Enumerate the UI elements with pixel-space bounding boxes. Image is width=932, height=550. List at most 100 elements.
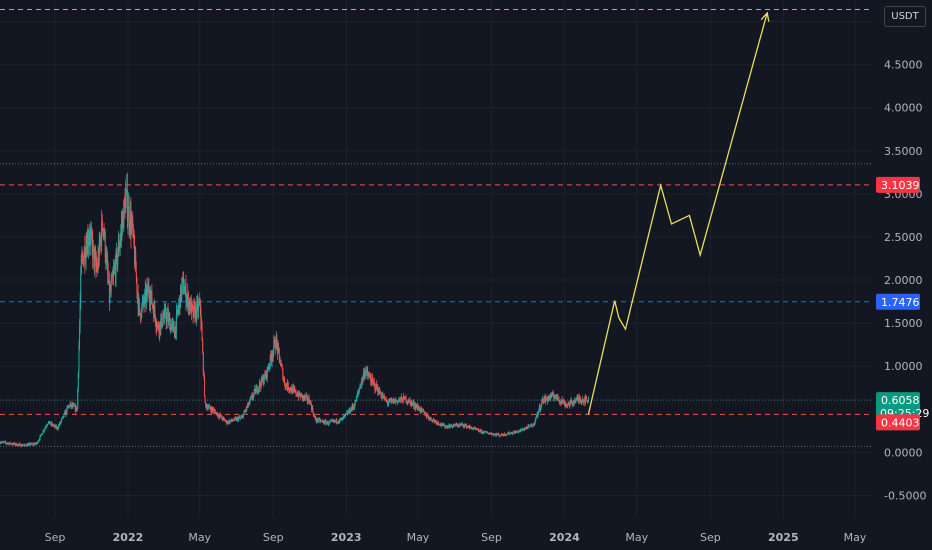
candle-body-181 [107, 273, 109, 282]
candle-body-349 [208, 406, 210, 408]
candle-body-260 [154, 315, 156, 324]
candle-body-925 [552, 393, 554, 396]
candle-body-367 [218, 415, 220, 418]
candle-body-972 [580, 401, 582, 403]
candle-body-111 [65, 410, 67, 413]
candle-body-571 [340, 418, 342, 420]
candle-body-849 [507, 433, 509, 435]
candle-body-434 [259, 382, 261, 388]
candle-body-579 [345, 413, 347, 415]
candle-body-381 [227, 421, 229, 423]
candle-body-98 [58, 425, 60, 429]
candle-body-127 [75, 406, 77, 411]
candle-body-649 [387, 402, 389, 404]
candle-body-319 [190, 300, 192, 314]
candle-body-512 [305, 395, 307, 397]
candle-body-427 [254, 388, 256, 394]
candle-body-138 [82, 255, 84, 258]
candle-body-549 [327, 423, 329, 425]
candle-body-285 [169, 323, 171, 331]
candle-body-418 [249, 399, 251, 403]
candle-body-960 [573, 403, 575, 405]
candle-body-128 [76, 406, 78, 411]
candle-body-115 [68, 405, 70, 407]
candle-body-110 [65, 410, 67, 415]
candle-body-874 [522, 428, 524, 430]
projection-path[interactable] [587, 11, 770, 415]
candle-body-898 [536, 413, 538, 417]
candle-body-467 [278, 349, 280, 356]
candle-body-306 [182, 277, 184, 279]
candle-body-743 [443, 424, 445, 426]
x-tick-label-2: May [188, 531, 211, 544]
candle-body-749 [447, 426, 449, 428]
candle-body-647 [386, 400, 388, 403]
candle-body-86 [50, 422, 52, 425]
candle-body-754 [450, 424, 452, 426]
candle-body-157 [93, 245, 95, 249]
price-labels: 3.1039 1.7476 0.6058 09:25:29 0.4403 [876, 176, 929, 431]
candle-body-249 [148, 286, 150, 293]
candle-body-881 [526, 427, 528, 429]
candle-body-926 [553, 395, 555, 398]
candle-body-949 [566, 404, 568, 407]
candle-body-280 [166, 312, 168, 315]
candle-body-935 [558, 399, 560, 401]
candle-body-286 [170, 323, 172, 331]
candle-body-94 [55, 425, 57, 428]
candle-body-790 [471, 428, 473, 430]
candle-body-872 [520, 429, 522, 431]
candle-body-213 [126, 190, 128, 221]
x-tick-label-4: 2023 [331, 531, 362, 544]
candle-body-646 [385, 399, 387, 401]
candle-body-214 [127, 215, 129, 221]
candle-body-71 [41, 433, 43, 435]
candle-body-891 [532, 425, 534, 427]
candle-body-871 [520, 429, 522, 432]
candle-body-348 [207, 407, 209, 410]
candle-body-354 [211, 408, 213, 412]
candle-body-63 [37, 441, 39, 443]
candle-body-661 [394, 399, 396, 402]
time-axis[interactable]: Sep 2022 May Sep 2023 May Sep 2024 May Sep 2025 May [45, 531, 867, 544]
candle-body-671 [400, 396, 402, 401]
candle-body-318 [189, 300, 191, 310]
candle-body-609 [363, 372, 365, 377]
candle-body-463 [276, 338, 278, 345]
candle-body-760 [453, 424, 455, 426]
candle-body-281 [167, 312, 169, 322]
currency-button[interactable]: USDT [884, 6, 926, 27]
candle-body-779 [465, 424, 467, 426]
candle-body-439 [261, 377, 263, 381]
candle-body-276 [164, 308, 166, 310]
candle-body-595 [355, 400, 357, 403]
candle-body-930 [555, 395, 557, 397]
candle-body-731 [436, 423, 438, 424]
candle-body-248 [147, 286, 149, 294]
candle-body-491 [293, 387, 295, 389]
candle-body-576 [343, 415, 345, 417]
candle-body-666 [397, 400, 399, 403]
candle-body-313 [186, 297, 188, 301]
candle-body-139 [82, 257, 84, 265]
candle-body-363 [216, 412, 218, 416]
candle-body-542 [323, 422, 325, 424]
candle-body-581 [346, 412, 348, 415]
candle-body-714 [426, 416, 428, 418]
candle-body-375 [223, 418, 225, 420]
candle-body-357 [212, 409, 214, 412]
candle-body-523 [312, 407, 314, 413]
candle-body-551 [328, 421, 330, 423]
candle-body-161 [95, 257, 97, 268]
candle-body-982 [586, 400, 588, 402]
candle-body-818 [488, 433, 490, 434]
candle-body-411 [245, 410, 247, 412]
candle-body-882 [526, 427, 528, 429]
candle-body-880 [525, 427, 527, 429]
candle-body-643 [383, 396, 385, 398]
candle-body-554 [330, 420, 332, 422]
candle-body-890 [531, 425, 533, 427]
projection-line[interactable] [587, 12, 768, 415]
candle-body-724 [432, 419, 434, 422]
